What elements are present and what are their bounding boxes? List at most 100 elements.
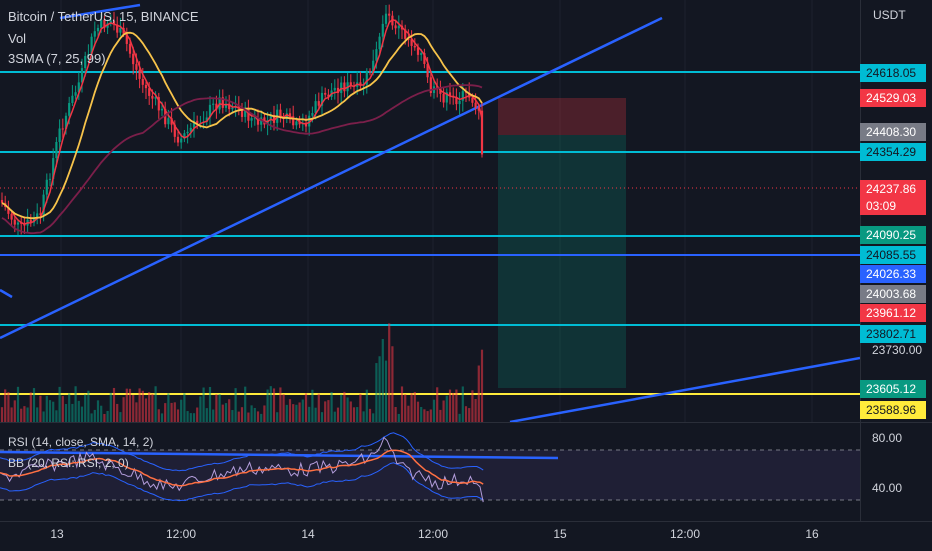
volume-bar: [477, 365, 480, 422]
candle-body: [109, 20, 112, 24]
volume-bar: [93, 409, 96, 422]
volume-bar: [285, 404, 288, 422]
volume-bar: [388, 323, 391, 422]
candle-body: [71, 95, 74, 104]
candle-body: [343, 82, 346, 92]
candle-body: [455, 97, 458, 105]
volume-bar: [404, 394, 407, 422]
rsi-pane[interactable]: [0, 428, 860, 521]
symbol-legend[interactable]: Bitcoin / TetherUS, 15, BINANCE: [8, 9, 199, 24]
volume-bar: [260, 413, 263, 422]
volume-bar: [426, 411, 429, 422]
candle-body: [32, 217, 36, 223]
volume-bar: [340, 394, 343, 422]
candle-body: [448, 92, 452, 96]
volume-bar: [202, 387, 205, 422]
rsi-chart-svg[interactable]: [0, 428, 860, 521]
volume-bar: [394, 407, 397, 422]
volume-bar: [32, 388, 36, 422]
time-label: 13: [50, 527, 64, 541]
volume-bar: [372, 413, 375, 422]
volume-bar: [84, 394, 87, 422]
bb-lower-line: [0, 462, 484, 502]
volume-bar: [170, 402, 173, 422]
volume-bar: [288, 399, 292, 422]
time-axis[interactable]: [0, 521, 932, 551]
volume-bar: [464, 406, 468, 422]
candle-body: [272, 114, 276, 123]
candle-body: [292, 116, 295, 126]
rsi-legend[interactable]: RSI (14, close, SMA, 14, 2): [8, 435, 154, 449]
price-tick-label: 23730.00: [872, 343, 923, 357]
volume-bar: [164, 403, 167, 422]
volume-bar: [349, 401, 352, 422]
time-label: 12:00: [165, 527, 197, 541]
candle-body: [186, 131, 189, 134]
candle-body: [311, 113, 314, 116]
volume-bar: [461, 386, 464, 422]
price-tag-red: 23961.12: [860, 304, 926, 322]
volume-bar: [61, 396, 64, 422]
sma-legend[interactable]: 3SMA (7, 25, 99): [8, 51, 106, 66]
volume-bar: [365, 389, 368, 422]
candle-body: [7, 207, 10, 214]
volume-bar: [224, 403, 228, 422]
volume-bar: [455, 389, 458, 422]
candle-body: [138, 69, 141, 79]
candle-body: [180, 138, 183, 143]
volume-bar: [68, 393, 71, 422]
volume-bar: [7, 392, 10, 422]
price-tag-target: 23605.12: [860, 380, 926, 398]
price-chart-svg[interactable]: [0, 0, 860, 422]
candle-body: [189, 127, 192, 132]
volume-bar: [253, 407, 256, 422]
candle-body: [458, 100, 461, 105]
volume-bar: [55, 410, 58, 422]
volume-bar: [314, 407, 317, 422]
candle-body: [151, 95, 154, 99]
trend-line: [0, 288, 13, 299]
volume-bar: [448, 389, 452, 422]
candle-body: [413, 45, 416, 48]
volume-bar: [228, 399, 231, 422]
candle-body: [112, 20, 116, 25]
price-tag-gray: 24003.68: [860, 285, 926, 303]
volume-bar: [45, 395, 48, 422]
volume-bar: [180, 399, 183, 422]
pane-separator[interactable]: [0, 422, 932, 429]
price-tag-cyan-level: 24618.05: [860, 64, 926, 82]
candle-body: [314, 101, 317, 114]
volume-bar: [96, 400, 100, 422]
volume-bar: [148, 392, 151, 422]
volume-bar: [212, 409, 215, 422]
volume-bar: [23, 406, 26, 422]
candle-body: [196, 120, 199, 124]
candle-body: [132, 53, 135, 65]
candle-body: [100, 19, 103, 28]
candle-body: [324, 92, 327, 95]
volume-legend[interactable]: Vol: [8, 31, 27, 46]
volume-bar: [468, 408, 471, 422]
candle-body: [359, 82, 362, 86]
candle-body: [228, 103, 231, 110]
trend-line: [59, 3, 141, 20]
rsi-tick-80: 80.00: [872, 431, 903, 445]
candle-body: [317, 101, 320, 106]
volume-bar: [154, 386, 157, 422]
price-tag-yellow-level: 23588.96: [860, 401, 926, 419]
main-chart-pane[interactable]: [0, 0, 860, 422]
volume-bar: [109, 392, 112, 422]
volume-bar: [381, 339, 384, 422]
candle-body: [407, 38, 410, 40]
volume-bar: [189, 413, 192, 422]
bb-legend[interactable]: BB (20, RSI: RSI, 2, 0): [8, 456, 129, 470]
candle-body: [154, 97, 157, 99]
volume-bar: [144, 398, 148, 422]
volume-bar: [173, 402, 176, 422]
candle-body: [349, 82, 352, 86]
volume-bar: [10, 407, 13, 422]
volume-bar: [362, 411, 365, 422]
volume-bar: [52, 401, 55, 422]
countdown-tag: 03:09: [860, 197, 926, 215]
volume-bar: [407, 405, 410, 422]
